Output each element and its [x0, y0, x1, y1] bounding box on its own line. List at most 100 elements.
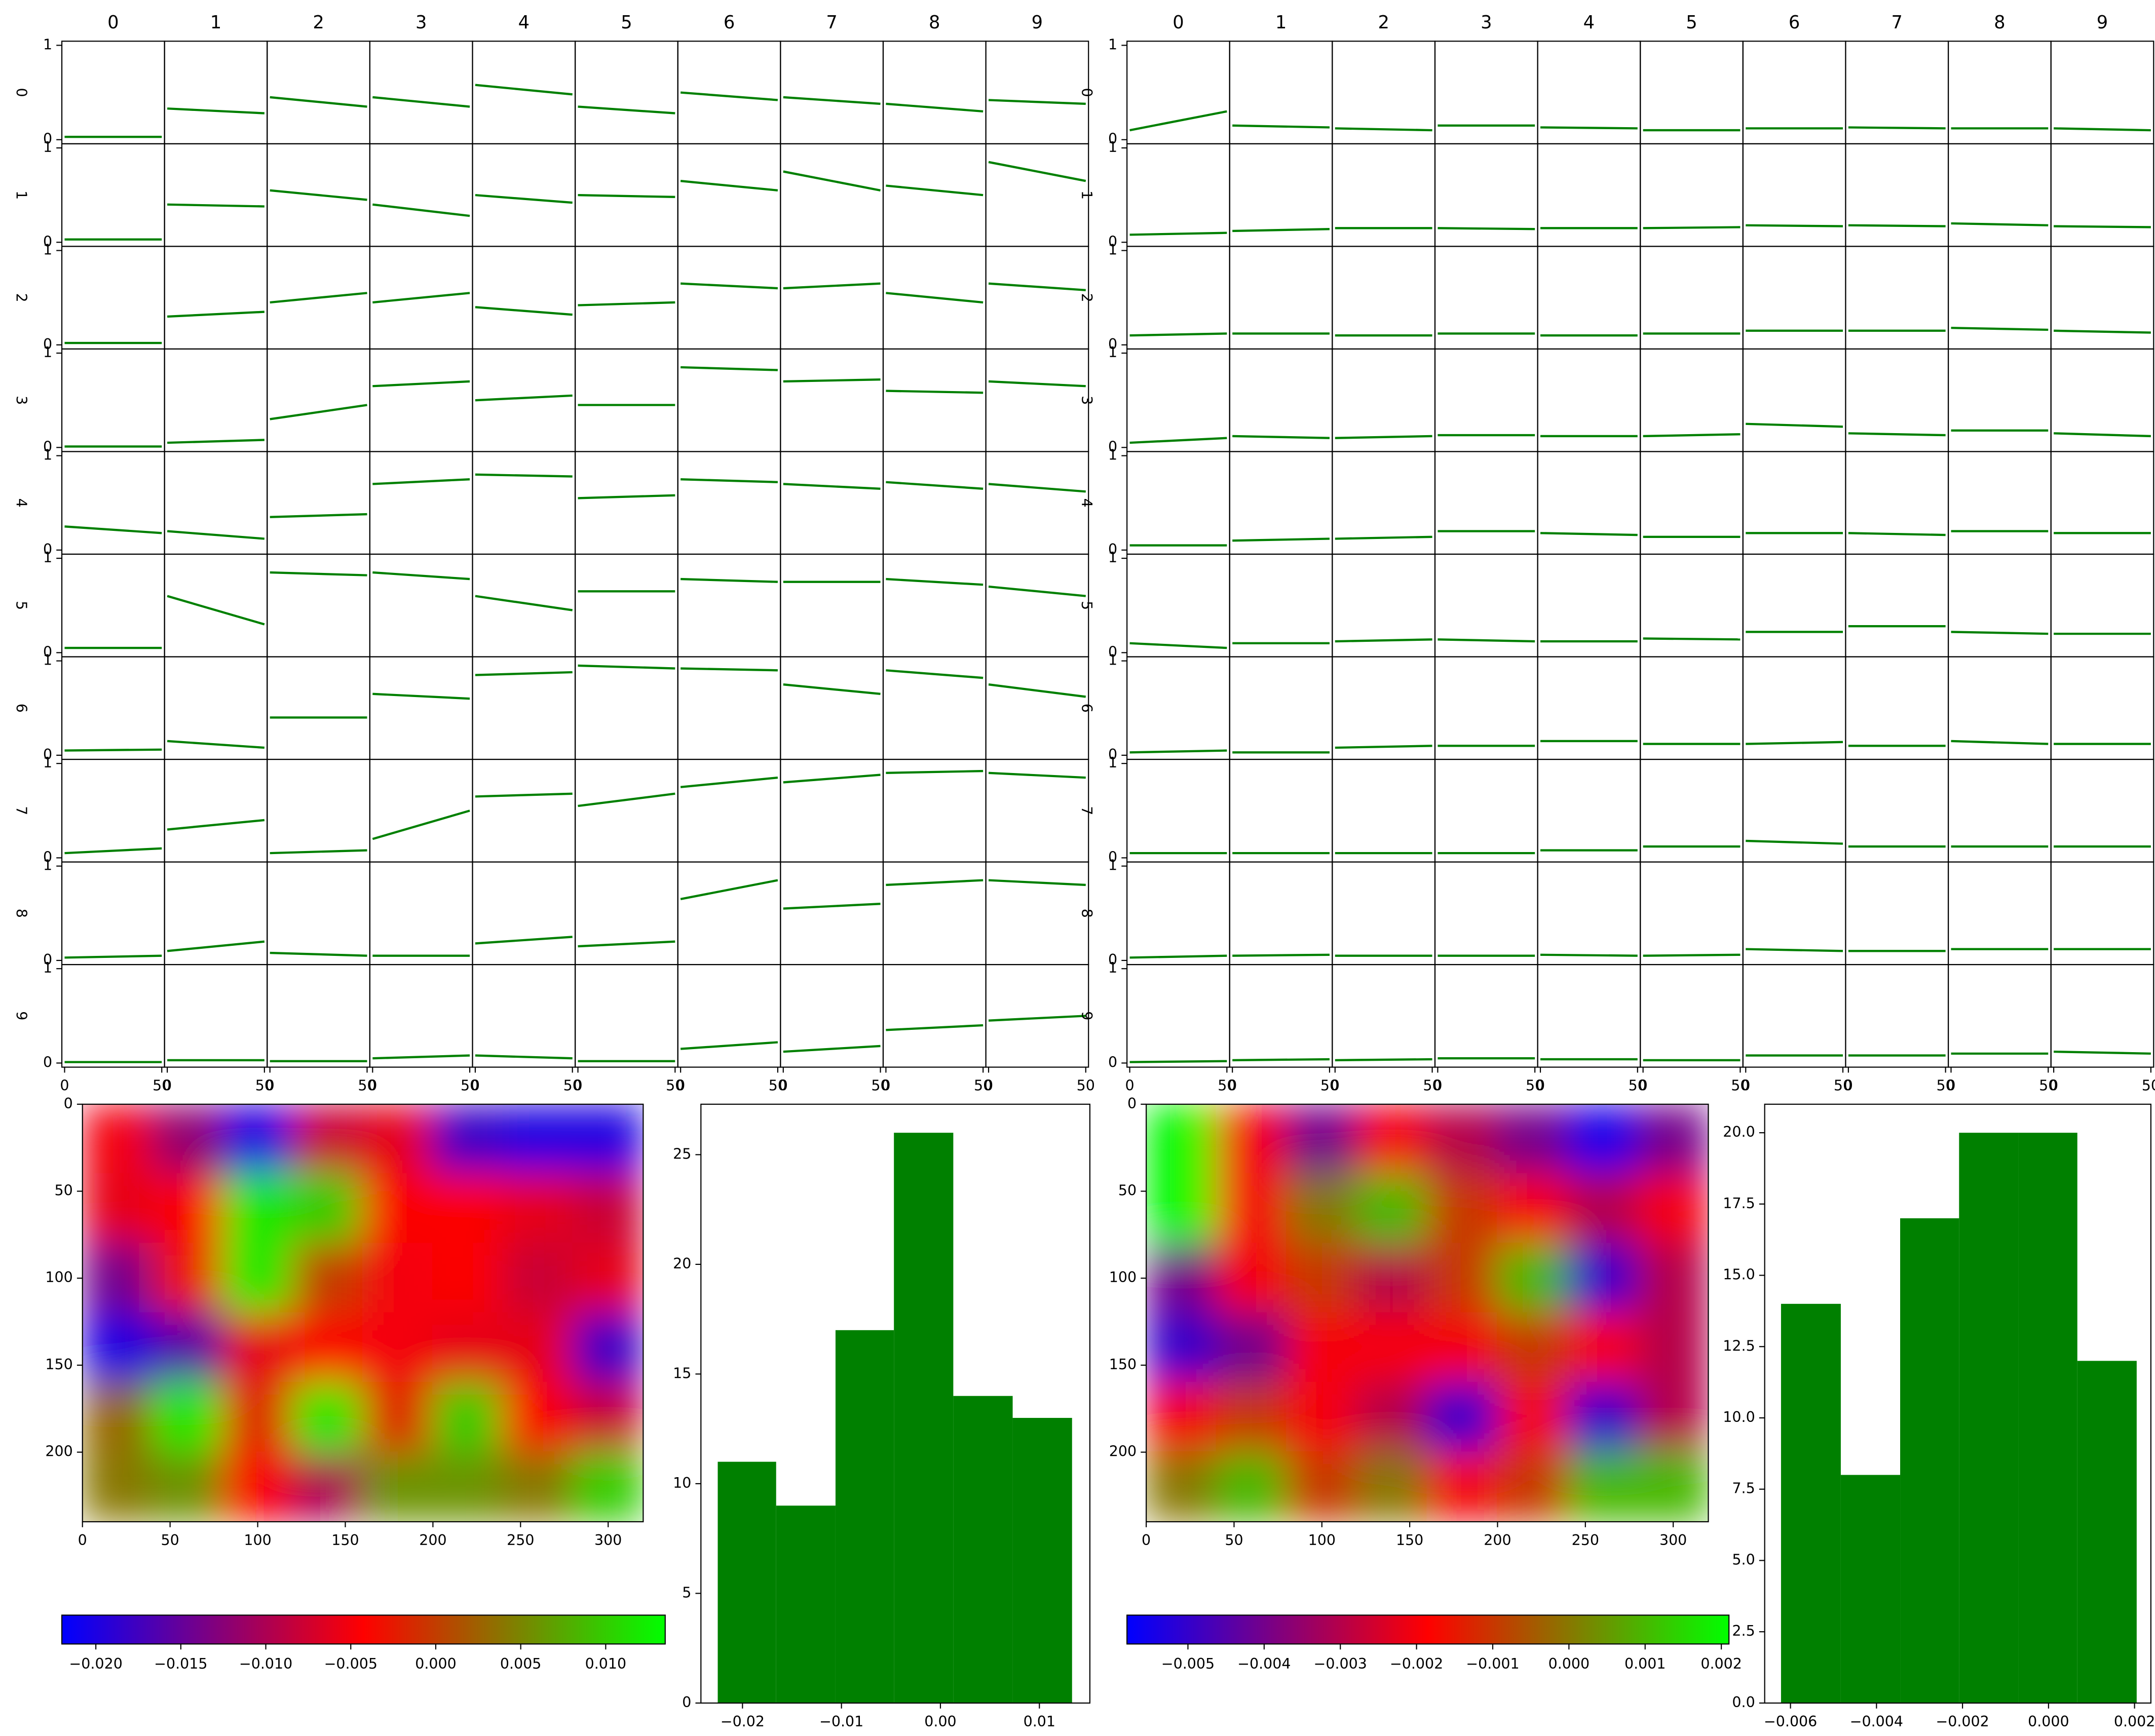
trend-line — [270, 189, 367, 201]
panel-frame — [882, 553, 987, 658]
panel-frame — [472, 861, 576, 966]
y-tick-label: 15.0 — [1723, 1266, 1755, 1283]
trend-line — [1643, 433, 1741, 438]
x-tick-label: 0 — [1331, 1077, 1340, 1094]
hist-bar — [776, 1506, 836, 1703]
hist-bar — [894, 1133, 954, 1703]
panel-frame — [1742, 758, 1846, 863]
panel-frame — [164, 41, 268, 144]
trend-line — [1129, 110, 1227, 132]
heatmap-cell — [1286, 1243, 1358, 1314]
heatmap-cell — [1286, 1312, 1358, 1383]
heatmap-cell — [1216, 1312, 1288, 1383]
y-tick-label: 0 — [1108, 541, 1117, 558]
x-tick-label: 0.002 — [2114, 1713, 2155, 1730]
panel-frame — [882, 861, 987, 966]
heatmap-cell — [1286, 1173, 1358, 1244]
column-label: 5 — [1686, 12, 1697, 33]
heatmap-cell — [502, 1173, 574, 1244]
heatmap-cell — [152, 1451, 223, 1522]
panel-frame — [472, 246, 576, 350]
heatmap-cell — [82, 1312, 154, 1383]
x-tick-label: 50 — [871, 1077, 889, 1094]
heatmap-cell — [82, 1104, 154, 1175]
trend-line — [2054, 225, 2151, 228]
panel-frame — [677, 348, 781, 452]
panel-frame — [1229, 861, 1333, 966]
row-label: 7 — [1078, 806, 1095, 815]
heatmap-cell — [572, 1312, 644, 1383]
trend-line — [886, 390, 984, 394]
panel-frame — [1640, 861, 1744, 966]
x-tick-label: 0.00 — [924, 1713, 956, 1730]
panel-frame — [1845, 143, 1949, 247]
panel-frame — [267, 553, 370, 658]
trend-line — [1848, 224, 1946, 227]
y-tick-label: 0 — [1108, 233, 1117, 250]
trend-line — [783, 483, 881, 490]
trend-line — [578, 301, 675, 306]
trend-line — [783, 683, 881, 695]
heatmap-cell — [572, 1243, 644, 1314]
colorbar — [1126, 1614, 1730, 1645]
heatmap-cell — [1637, 1451, 1709, 1522]
heatmap-cell — [1146, 1381, 1218, 1453]
panel-frame — [1229, 553, 1333, 658]
trend-line — [1335, 1058, 1432, 1062]
heatmap-cell — [152, 1243, 223, 1314]
trend-line — [988, 585, 1086, 597]
panel-frame — [780, 451, 884, 555]
trend-line — [1643, 226, 1741, 229]
trend-line — [475, 394, 573, 402]
row-label: 2 — [1078, 293, 1095, 302]
column-label: 6 — [724, 12, 735, 33]
y-tick-label: 200 — [1109, 1443, 1137, 1460]
panel-frame — [677, 861, 781, 966]
trend-line — [475, 595, 573, 611]
y-tick-label: 5.0 — [1732, 1551, 1755, 1568]
panel-frame — [1126, 553, 1230, 658]
trend-line — [1438, 638, 1535, 643]
y-tick-label: 1 — [1108, 447, 1117, 464]
panel-frame — [1947, 964, 2052, 1068]
x-tick-label: 0 — [1433, 1077, 1442, 1094]
panel-frame — [61, 861, 165, 966]
panel-frame — [472, 758, 576, 863]
panel-frame — [267, 861, 370, 966]
panel-frame — [1537, 143, 1641, 247]
heatmap-cell — [1216, 1451, 1288, 1522]
y-tick-label: 0 — [1108, 848, 1117, 865]
heatmap-cell — [1567, 1243, 1639, 1314]
trend-line — [1848, 532, 1946, 536]
panel-frame — [267, 964, 370, 1068]
heatmap-cell — [222, 1312, 294, 1383]
panel-frame — [1434, 41, 1538, 144]
panel-frame — [575, 964, 678, 1068]
colorbar-tick-label: 0.005 — [500, 1655, 542, 1672]
heatmap-cell — [1146, 1312, 1218, 1383]
y-tick-label: 1 — [43, 959, 52, 976]
x-tick-label: 0 — [1536, 1077, 1545, 1094]
trend-line — [680, 776, 778, 788]
colorbar-tick-label: −0.015 — [154, 1655, 207, 1672]
panel-frame — [1947, 143, 2052, 247]
trend-line — [886, 481, 984, 490]
panel-frame — [369, 553, 473, 658]
panel-frame — [1434, 143, 1538, 247]
trend-line — [1746, 422, 1843, 428]
y-tick-label: 0 — [682, 1694, 691, 1711]
y-tick-label: 25 — [673, 1145, 691, 1162]
x-tick-label: −0.006 — [1764, 1713, 1817, 1730]
x-tick-label: 0 — [1946, 1077, 1955, 1094]
hist-bar — [2018, 1133, 2077, 1703]
panel-frame — [1640, 451, 1744, 555]
panel-frame — [61, 41, 165, 144]
x-tick-label: 0 — [163, 1077, 172, 1094]
heatmap-cell — [1426, 1173, 1498, 1244]
trend-line — [886, 669, 984, 679]
heatmap-cell — [502, 1243, 574, 1314]
trend-line — [475, 306, 573, 316]
panel-frame — [1947, 553, 2052, 658]
y-tick-label: 50 — [1118, 1182, 1137, 1199]
trend-line — [886, 1024, 984, 1031]
